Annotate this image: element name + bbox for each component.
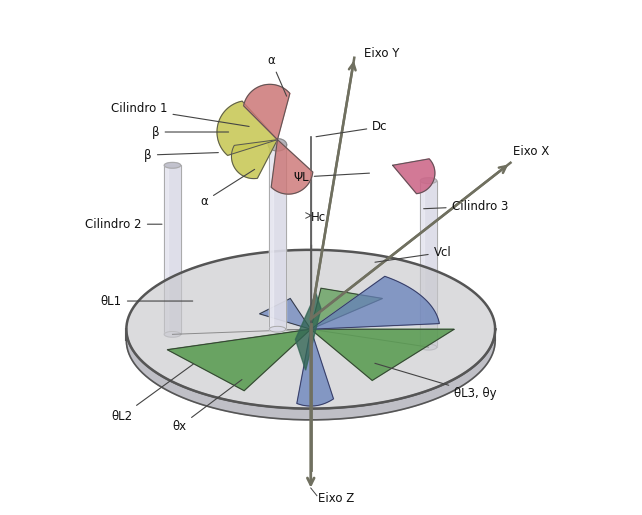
Polygon shape <box>421 181 424 347</box>
Polygon shape <box>269 145 286 329</box>
Polygon shape <box>126 250 495 408</box>
Text: Eixo Y: Eixo Y <box>363 47 399 60</box>
Polygon shape <box>311 329 454 381</box>
Text: Cilindro 3: Cilindro 3 <box>424 200 508 213</box>
Text: θx: θx <box>173 380 242 433</box>
Polygon shape <box>311 277 439 329</box>
Polygon shape <box>164 165 168 334</box>
Text: α: α <box>267 54 286 96</box>
Polygon shape <box>164 332 180 337</box>
Text: Hc: Hc <box>311 211 326 224</box>
Polygon shape <box>421 181 437 347</box>
Text: θL3, θy: θL3, θy <box>375 363 497 400</box>
Polygon shape <box>232 140 277 179</box>
Polygon shape <box>295 294 321 370</box>
Polygon shape <box>164 162 180 168</box>
Polygon shape <box>393 159 435 194</box>
Text: Dc: Dc <box>316 121 388 136</box>
Text: θL2: θL2 <box>111 364 193 423</box>
Polygon shape <box>269 142 286 148</box>
Text: Vcl: Vcl <box>375 246 451 262</box>
Polygon shape <box>126 329 495 420</box>
Polygon shape <box>421 178 437 183</box>
Polygon shape <box>168 329 311 391</box>
Text: ΨL: ΨL <box>293 170 369 183</box>
Text: θL1: θL1 <box>101 295 193 307</box>
Text: Cilindro 1: Cilindro 1 <box>111 102 249 127</box>
Polygon shape <box>217 101 277 156</box>
Text: Eixo Z: Eixo Z <box>318 492 354 505</box>
Polygon shape <box>243 84 290 140</box>
Polygon shape <box>164 165 180 334</box>
Polygon shape <box>269 145 273 329</box>
Polygon shape <box>269 327 286 332</box>
Polygon shape <box>311 288 383 329</box>
Text: Eixo X: Eixo X <box>513 145 550 158</box>
Polygon shape <box>259 299 311 329</box>
Polygon shape <box>271 140 313 194</box>
Text: Cilindro 2: Cilindro 2 <box>85 218 162 231</box>
Text: α: α <box>201 169 255 208</box>
Polygon shape <box>268 139 287 151</box>
Text: β: β <box>144 148 218 162</box>
Text: β: β <box>152 126 229 139</box>
Polygon shape <box>421 344 437 350</box>
Polygon shape <box>297 329 333 406</box>
